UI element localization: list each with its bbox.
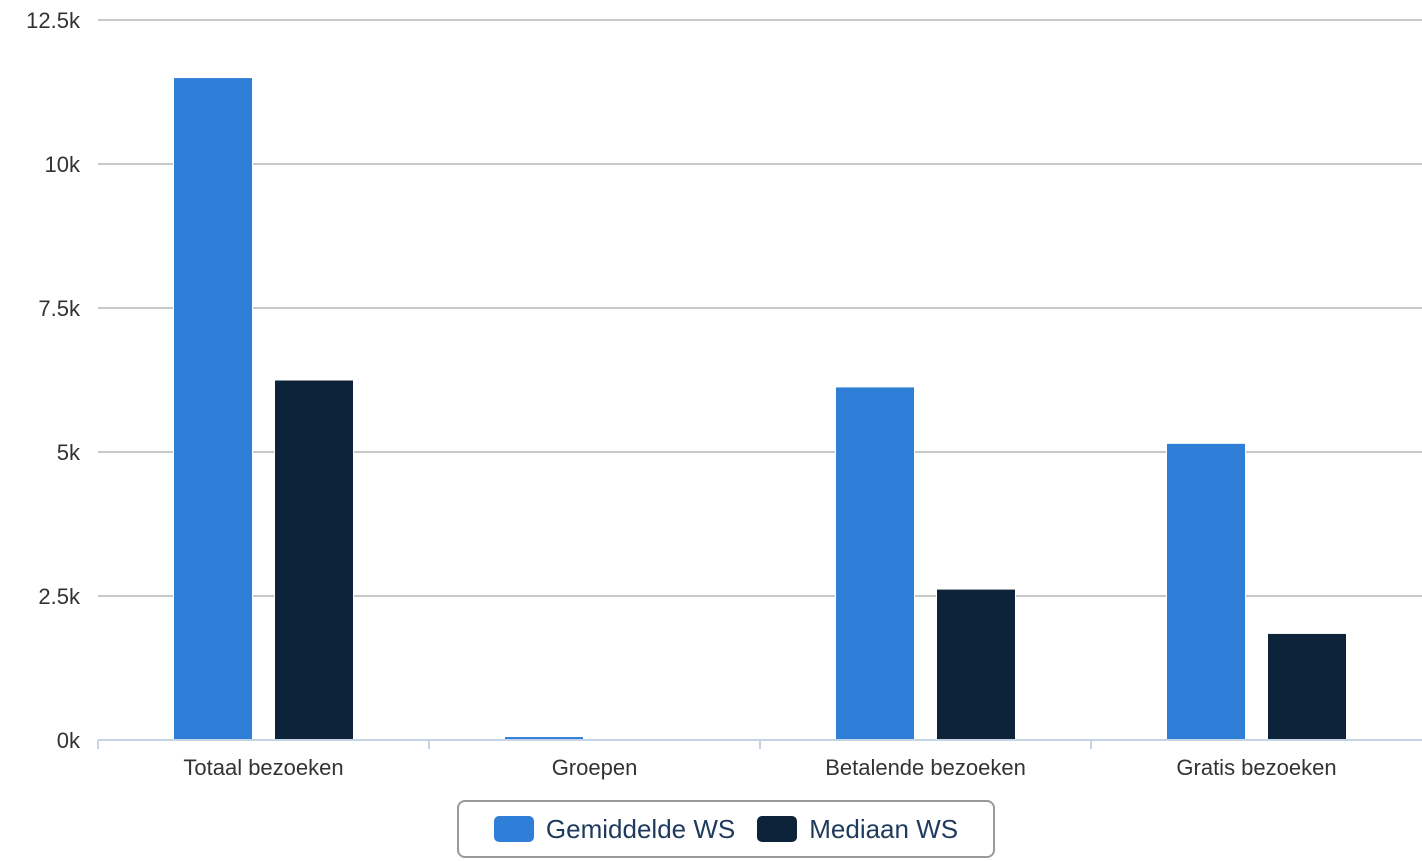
y-tick-label: 2.5k [38, 584, 81, 609]
bar-chart: 0k 2.5k 5k 7.5k 10k 12.5k Totaal bezoeken Groe… [26, 8, 1422, 780]
y-tick-label: 5k [57, 440, 81, 465]
y-tick-label: 7.5k [38, 296, 81, 321]
bar-mediaan-ws[interactable] [936, 588, 1016, 741]
y-tick-label: 12.5k [26, 8, 81, 33]
legend-swatch-gemiddelde-ws [493, 816, 534, 842]
x-tick-label: Totaal bezoeken [183, 755, 343, 780]
bar-gemiddelde-ws[interactable] [173, 77, 253, 741]
x-tick-label: Gratis bezoeken [1176, 755, 1336, 780]
legend-swatch-mediaan-ws [757, 816, 798, 842]
bar-mediaan-ws[interactable] [1267, 632, 1347, 741]
legend-item-gemiddelde-ws[interactable]: Gemiddelde WS [493, 813, 736, 845]
y-axis-labels: 0k 2.5k 5k 7.5k 10k 12.5k [26, 8, 81, 753]
bars-layer [173, 77, 1347, 741]
x-tick-label: Betalende bezoeken [825, 755, 1026, 780]
bar-mediaan-ws[interactable] [274, 379, 354, 741]
legend-item-mediaan-ws[interactable]: Mediaan WS [757, 814, 958, 845]
legend-label: Gemiddelde WS [545, 813, 736, 844]
x-tick-label: Groepen [552, 755, 638, 780]
y-tick-label: 0k [57, 728, 81, 753]
bar-gemiddelde-ws[interactable] [1166, 442, 1246, 741]
legend: Gemiddelde WS Mediaan WS [457, 800, 995, 858]
y-tick-label: 10k [45, 152, 81, 177]
x-axis-labels: Totaal bezoeken Groepen Betalende bezoeken… [183, 755, 1336, 780]
legend-label: Mediaan WS [809, 813, 959, 844]
bar-gemiddelde-ws[interactable] [835, 386, 915, 741]
x-axis [97, 739, 1422, 749]
